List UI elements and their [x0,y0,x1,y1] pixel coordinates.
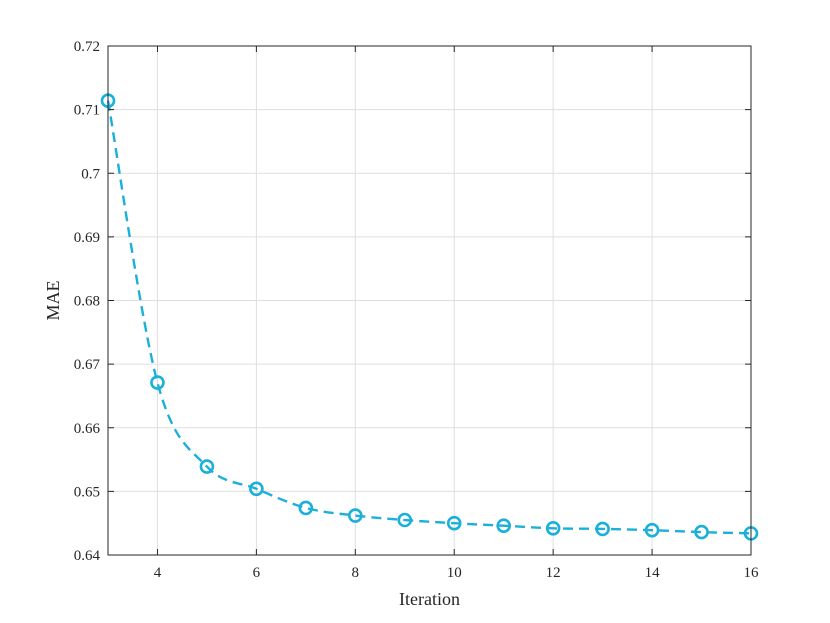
data-point [545,520,561,536]
y-tick-label: 0.66 [74,421,101,437]
x-tick-label: 10 [447,565,462,581]
data-point [644,522,660,538]
data-point [496,518,511,534]
data-point [150,375,165,390]
x-tick-label: 8 [352,565,360,581]
series-line [106,100,752,535]
x-axis-label: Iteration [399,589,460,609]
y-tick-label: 0.68 [74,294,100,310]
y-tick-label: 0.7 [81,166,100,182]
data-point [446,515,462,531]
data-point [298,500,314,516]
y-tick-label: 0.64 [74,548,101,564]
grid-lines [108,45,752,556]
data-point [249,481,264,497]
axis-ticks [108,45,752,556]
series-layer [100,93,759,541]
data-point [694,524,709,540]
data-point [595,521,610,537]
data-point [348,508,363,523]
x-tick-label: 16 [744,565,760,581]
y-tick-label: 0.65 [74,484,100,500]
x-tick-label: 12 [546,565,561,581]
y-tick-label: 0.69 [74,230,100,246]
y-tick-label: 0.72 [74,39,100,55]
x-tick-label: 4 [154,565,162,581]
y-axis-label: MAE [43,280,63,320]
x-tick-labels: 4 6 8 10 12 14 16 [154,565,759,581]
x-tick-label: 6 [253,565,261,581]
data-point [397,512,413,528]
data-point [199,459,215,474]
y-tick-labels: 0.64 0.65 0.66 0.67 0.68 0.69 0.7 0.71 0.72 [74,39,101,564]
y-tick-label: 0.67 [74,357,101,373]
y-tick-label: 0.71 [74,103,100,119]
x-tick-label: 14 [645,565,661,581]
